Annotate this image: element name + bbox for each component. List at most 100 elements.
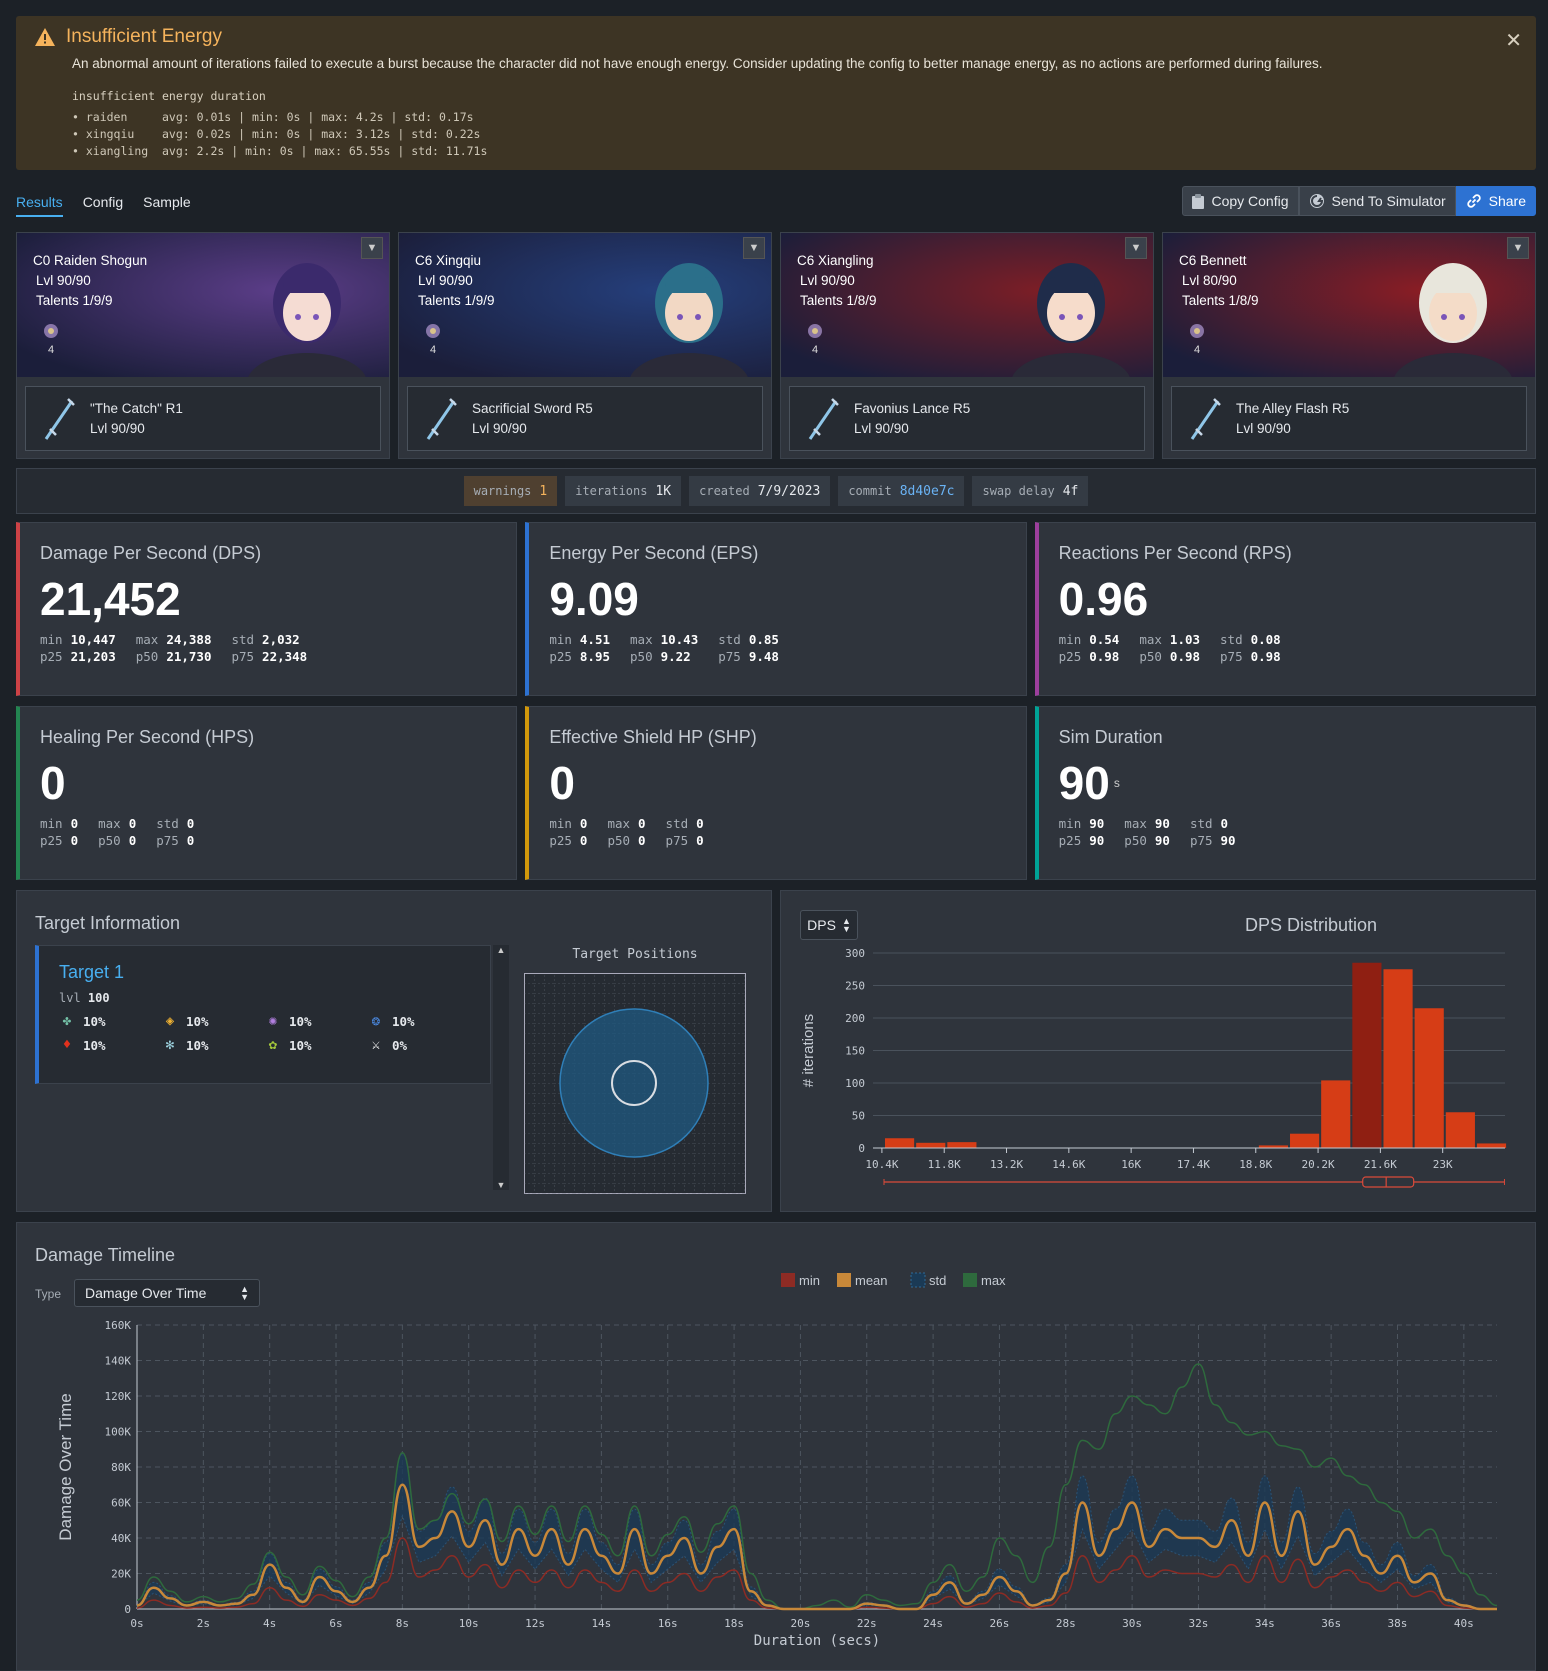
x-tick-label: 18.8K — [1239, 1158, 1272, 1171]
y-tick-label: 0 — [858, 1142, 865, 1155]
tab-sample[interactable]: Sample — [143, 194, 191, 210]
x-tick-label: 23K — [1433, 1158, 1453, 1171]
stat-value-p50: 9.22 — [660, 649, 691, 664]
y-tick-label: 80K — [111, 1461, 131, 1474]
damage-timeline-panel: Damage Timeline Type Damage Over Time ▲ ▼ … — [16, 1222, 1536, 1671]
copy-config-button[interactable]: Copy Config — [1182, 186, 1299, 216]
stat-value-min: 0 — [579, 816, 588, 831]
chevron-down-icon[interactable]: ▼ — [1507, 237, 1529, 259]
cryo-icon: ✻ — [165, 1037, 175, 1053]
x-tick-label: 26s — [990, 1617, 1010, 1630]
histogram-bar — [947, 1142, 977, 1148]
histogram-bar — [916, 1142, 946, 1148]
character-banner: C6 Xiangling Lvl 90/90 Talents 1/8/9 4 ▼ — [781, 233, 1153, 377]
stat-key: p25 — [40, 649, 63, 664]
character-name: C6 Xiangling — [797, 253, 874, 268]
stat-card-value: 0 — [549, 758, 1005, 808]
chevron-down-icon[interactable]: ▼ — [1125, 237, 1147, 259]
x-tick-label: 8s — [396, 1617, 409, 1630]
send-to-simulator-button[interactable]: Send To Simulator — [1298, 186, 1456, 216]
warnings-tag[interactable]: warnings 1 — [463, 476, 558, 506]
stat-key: max — [1139, 632, 1162, 647]
stat-key: p50 — [1139, 649, 1162, 664]
tab-results[interactable]: Results — [16, 194, 63, 217]
y-tick-label: 120K — [105, 1390, 132, 1403]
resistance-item: ♦ 10% — [59, 1037, 162, 1053]
stat-card-summary: min 4.51 max 10.43 std 0.85 p25 8.95 p50 9.22 p75 9… — [549, 632, 1005, 664]
stat-key: p50 — [1124, 833, 1147, 848]
close-icon[interactable]: ✕ — [1505, 30, 1522, 52]
constellation-count: 4 — [1193, 344, 1201, 356]
target-positions-map[interactable] — [524, 973, 746, 1194]
weapon-card: "The Catch" R1 Lvl 90/90 — [25, 386, 381, 451]
target-info-title: Target Information — [35, 913, 181, 933]
scroll-down-icon[interactable]: ▼ — [496, 1180, 506, 1190]
character-talents: Talents 1/8/9 — [800, 293, 877, 308]
stat-key: p25 — [1058, 833, 1082, 848]
scrollbar[interactable]: ▲ ▼ — [493, 945, 509, 1190]
x-tick-label: 22s — [857, 1617, 877, 1630]
character-name: C6 Bennett — [1179, 253, 1247, 268]
tab-config[interactable]: Config — [82, 194, 124, 210]
chevron-down-icon[interactable]: ▼ — [361, 237, 383, 259]
stat-key: p25 — [40, 833, 63, 848]
y-tick-label: 60K — [111, 1497, 131, 1510]
stat-key: max — [607, 816, 631, 831]
stat-key: min — [549, 816, 572, 831]
copy-config-label: Copy Config — [1211, 193, 1289, 209]
stat-key: p75 — [718, 649, 741, 664]
stat-card-value: 9.09 — [549, 574, 1005, 624]
mean-series-line — [136, 1483, 1497, 1611]
x-tick-label: 16s — [658, 1617, 678, 1630]
stat-card: Reactions Per Second (RPS) 0.96 min 0.54 m… — [1034, 522, 1536, 696]
warning-callout: Insufficient Energy An abnormal amount o… — [16, 16, 1536, 170]
meta-key: commit — [848, 484, 892, 498]
constellation-badge: 4 — [41, 321, 61, 356]
scroll-up-icon[interactable]: ▲ — [496, 945, 506, 955]
resistance-item: ❂ 10% — [368, 1013, 471, 1029]
legend-label: mean — [855, 1273, 888, 1288]
x-tick-label: 18s — [724, 1617, 744, 1630]
weapon-icon — [426, 397, 457, 440]
refresh-icon — [1309, 194, 1324, 208]
histogram-bar — [884, 1138, 915, 1148]
share-button[interactable]: Share — [1455, 186, 1536, 216]
stat-value-std: 0 — [186, 816, 195, 831]
std-band — [136, 1453, 1497, 1610]
created-tag: created 7/9/2023 — [689, 476, 831, 506]
legend-swatch — [910, 1272, 926, 1288]
timeline-type-select[interactable]: Damage Over Time ▲ ▼ — [74, 1279, 260, 1307]
resistance-value: 10% — [186, 1037, 209, 1053]
commit-tag[interactable]: commit 8d40e7c — [838, 476, 965, 506]
stat-key: max — [1124, 816, 1147, 831]
warning-title: Insufficient Energy — [66, 26, 222, 47]
stat-key: p25 — [549, 649, 572, 664]
send-to-simulator-label: Send To Simulator — [1331, 193, 1446, 209]
character-portrait — [630, 263, 748, 377]
warning-stat-values: avg: 0.01s | min: 0s | max: 4.2s | std: … — [162, 110, 474, 124]
stat-value-p25: 0 — [70, 833, 79, 848]
character-banner: C6 Xingqiu Lvl 90/90 Talents 1/9/9 4 ▼ — [399, 233, 771, 377]
resistance-value: 10% — [392, 1013, 415, 1029]
stat-value-min: 0.54 — [1089, 632, 1120, 647]
stat-card-summary: min 90 max 90 std 0 p25 90 p50 90 p75 90 — [1059, 816, 1515, 848]
histogram-bar — [1414, 1008, 1444, 1148]
stat-card-summary: min 10,447 max 24,388 std 2,032 p25 21,203 p50 21… — [40, 632, 496, 664]
stat-key: std — [1189, 816, 1213, 831]
character-info: C6 Xingqiu Lvl 90/90 Talents 1/9/9 — [415, 251, 495, 311]
weapon-level: Lvl 90/90 — [1236, 420, 1291, 436]
character-info: C6 Bennett Lvl 80/90 Talents 1/8/9 — [1179, 251, 1259, 311]
resistance-item: ◈ 10% — [162, 1013, 265, 1029]
stat-value-max: 10.43 — [660, 632, 699, 647]
weapon-name: Sacrificial Sword R5 — [472, 400, 593, 416]
stat-card-unit: s — [1113, 776, 1120, 790]
stat-card-title: Reactions Per Second (RPS) — [1058, 543, 1292, 563]
dps-metric-select[interactable]: DPS ▲ ▼ — [800, 910, 858, 940]
warning-icon — [35, 28, 55, 46]
character-name: C0 Raiden Shogun — [33, 253, 148, 268]
character-talents: Talents 1/8/9 — [1182, 293, 1259, 308]
chevron-down-icon[interactable]: ▼ — [743, 237, 765, 259]
stat-key: std — [231, 632, 255, 647]
histogram-bar — [1445, 1112, 1475, 1148]
character-banner: C6 Bennett Lvl 80/90 Talents 1/8/9 4 ▼ — [1163, 233, 1535, 377]
